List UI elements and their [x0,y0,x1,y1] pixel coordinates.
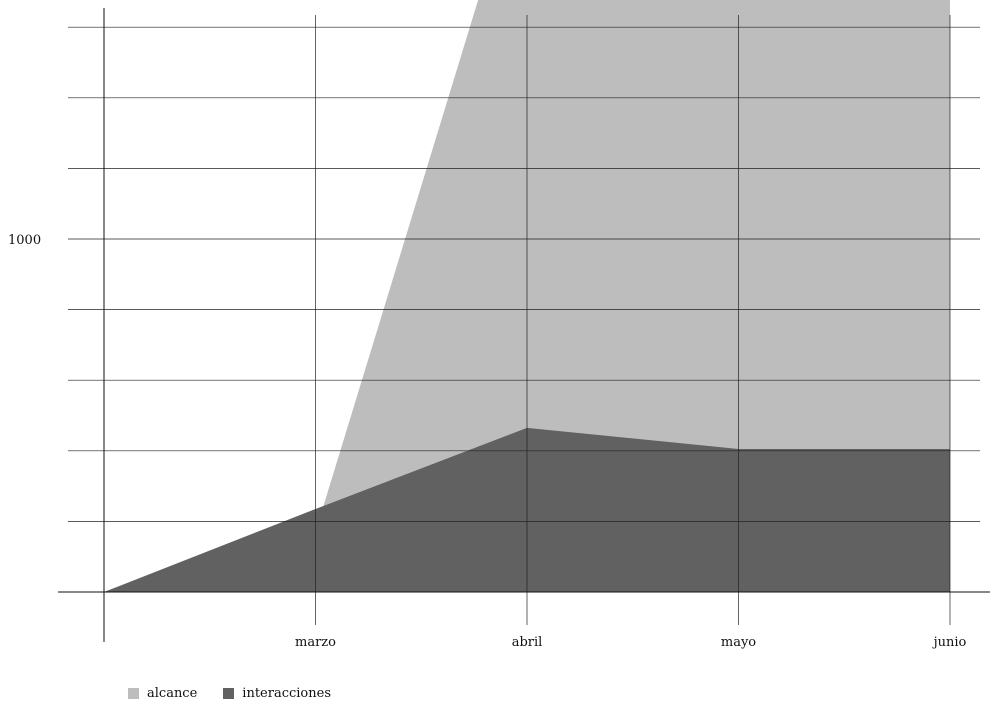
legend-label-alcance: alcance [147,686,198,701]
axes [58,8,990,642]
x-tick-label-mayo: mayo [721,635,756,650]
legend-swatch-alcance [128,688,139,699]
legend-label-interacciones: interacciones [242,686,331,701]
y-tick-label-1000: 1000 [8,233,41,248]
legend-swatch-interacciones [223,688,235,699]
x-tick-label-junio: junio [932,635,967,650]
gridlines [68,15,980,625]
tick-labels: 100020003000marzoabrilmayojunio [8,233,967,650]
legend: alcance interacciones [128,686,331,701]
legend-item-alcance: alcance [128,686,197,701]
x-tick-label-marzo: marzo [295,635,336,650]
legend-item-interacciones: interacciones [223,686,331,701]
x-tick-label-abril: abril [512,635,543,650]
